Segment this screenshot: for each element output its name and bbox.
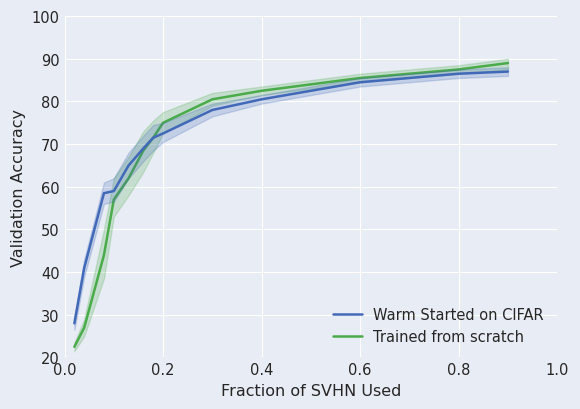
Warm Started on CIFAR: [71, 321, 78, 326]
Warm Started on CIFAR: [110, 189, 117, 194]
Trained from scratch: [150, 136, 157, 141]
Trained from scratch: [160, 121, 166, 126]
Trained from scratch: [406, 72, 413, 77]
Legend: Warm Started on CIFAR, Trained from scratch: Warm Started on CIFAR, Trained from scra…: [327, 301, 550, 351]
Y-axis label: Validation Accuracy: Validation Accuracy: [11, 108, 26, 266]
Trained from scratch: [258, 89, 265, 94]
Trained from scratch: [140, 149, 147, 154]
Line: Warm Started on CIFAR: Warm Started on CIFAR: [74, 72, 508, 324]
X-axis label: Fraction of SVHN Used: Fraction of SVHN Used: [220, 383, 401, 398]
Trained from scratch: [357, 76, 364, 81]
Warm Started on CIFAR: [150, 136, 157, 141]
Trained from scratch: [100, 253, 107, 258]
Warm Started on CIFAR: [125, 164, 132, 169]
Line: Trained from scratch: Trained from scratch: [74, 64, 508, 347]
Trained from scratch: [71, 344, 78, 349]
Trained from scratch: [209, 98, 216, 103]
Trained from scratch: [455, 68, 462, 73]
Trained from scratch: [505, 61, 512, 66]
Warm Started on CIFAR: [100, 191, 107, 196]
Trained from scratch: [125, 176, 132, 181]
Warm Started on CIFAR: [455, 72, 462, 77]
Warm Started on CIFAR: [81, 266, 88, 271]
Trained from scratch: [307, 83, 314, 88]
Trained from scratch: [81, 325, 88, 330]
Warm Started on CIFAR: [160, 132, 166, 137]
Warm Started on CIFAR: [209, 108, 216, 113]
Trained from scratch: [110, 198, 117, 202]
Warm Started on CIFAR: [505, 70, 512, 75]
Warm Started on CIFAR: [307, 89, 314, 94]
Warm Started on CIFAR: [258, 98, 265, 103]
Warm Started on CIFAR: [406, 76, 413, 81]
Warm Started on CIFAR: [140, 146, 147, 151]
Warm Started on CIFAR: [357, 81, 364, 85]
